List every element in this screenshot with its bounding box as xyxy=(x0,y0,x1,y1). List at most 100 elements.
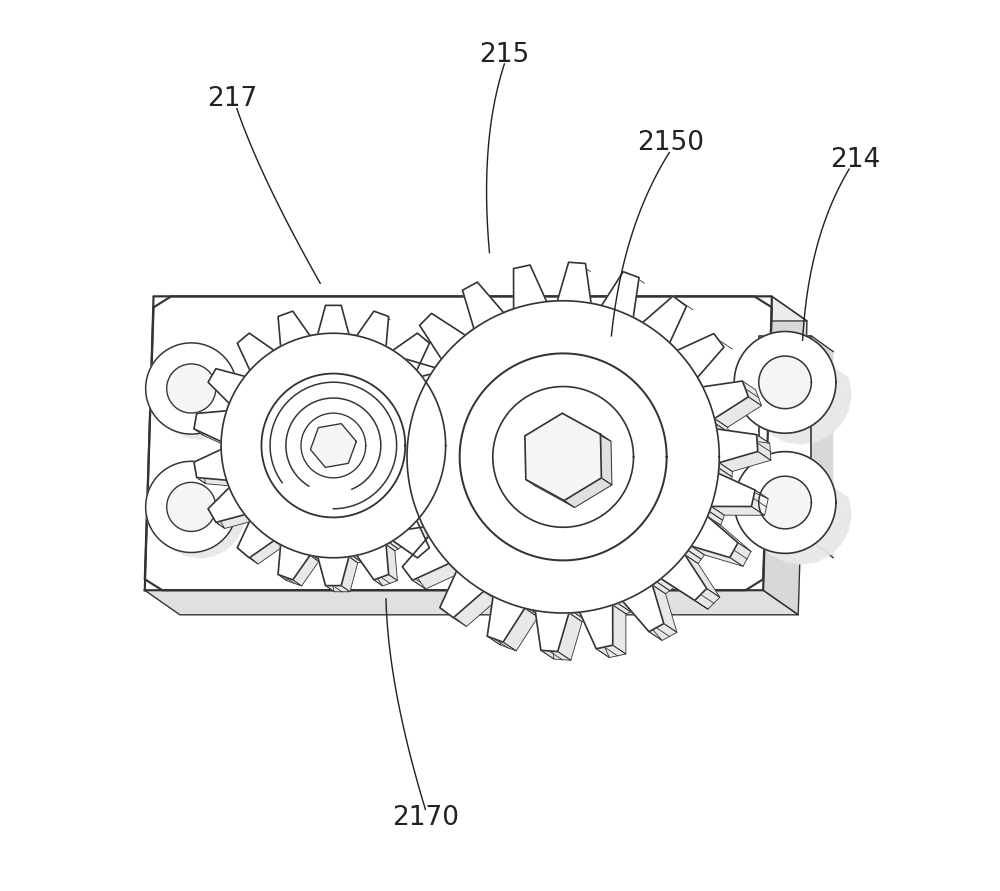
Polygon shape xyxy=(245,515,256,524)
Polygon shape xyxy=(261,373,405,518)
Polygon shape xyxy=(274,541,286,549)
Text: 215: 215 xyxy=(479,42,530,69)
Polygon shape xyxy=(657,578,674,591)
Polygon shape xyxy=(535,610,554,659)
Polygon shape xyxy=(751,490,768,515)
Polygon shape xyxy=(453,592,497,626)
Polygon shape xyxy=(652,582,670,593)
Polygon shape xyxy=(470,413,481,435)
Polygon shape xyxy=(386,543,398,551)
Polygon shape xyxy=(154,297,807,321)
Polygon shape xyxy=(833,382,852,410)
Polygon shape xyxy=(446,442,454,452)
Polygon shape xyxy=(652,585,677,633)
Polygon shape xyxy=(375,407,428,416)
Polygon shape xyxy=(293,555,319,586)
Polygon shape xyxy=(374,575,397,586)
Polygon shape xyxy=(574,612,593,621)
Polygon shape xyxy=(493,387,634,527)
Polygon shape xyxy=(714,419,729,432)
Polygon shape xyxy=(411,490,425,504)
Polygon shape xyxy=(734,331,836,433)
Polygon shape xyxy=(487,596,506,645)
Polygon shape xyxy=(177,432,200,440)
Polygon shape xyxy=(661,578,708,609)
Polygon shape xyxy=(826,519,849,544)
Polygon shape xyxy=(744,533,771,555)
Text: 217: 217 xyxy=(207,86,258,112)
Polygon shape xyxy=(154,415,173,431)
Polygon shape xyxy=(194,413,205,435)
Polygon shape xyxy=(419,515,431,524)
Polygon shape xyxy=(369,451,420,471)
Polygon shape xyxy=(488,594,506,605)
Polygon shape xyxy=(191,432,214,440)
Polygon shape xyxy=(216,515,254,528)
Polygon shape xyxy=(613,605,626,654)
Polygon shape xyxy=(417,548,438,564)
Polygon shape xyxy=(341,557,358,592)
Polygon shape xyxy=(811,336,833,558)
Polygon shape xyxy=(530,609,548,619)
Polygon shape xyxy=(649,624,677,641)
Polygon shape xyxy=(353,555,365,562)
Polygon shape xyxy=(437,484,448,494)
Text: 2170: 2170 xyxy=(392,805,459,831)
Polygon shape xyxy=(487,636,516,651)
Polygon shape xyxy=(785,430,817,445)
Polygon shape xyxy=(194,306,473,585)
Polygon shape xyxy=(412,563,462,589)
Polygon shape xyxy=(446,449,481,469)
Polygon shape xyxy=(446,429,481,447)
Polygon shape xyxy=(525,413,573,443)
Polygon shape xyxy=(769,430,801,445)
Polygon shape xyxy=(525,413,601,501)
Polygon shape xyxy=(235,374,246,395)
Polygon shape xyxy=(402,536,442,576)
Polygon shape xyxy=(569,613,587,622)
Polygon shape xyxy=(685,551,701,563)
Polygon shape xyxy=(235,507,246,527)
Polygon shape xyxy=(449,563,466,576)
Polygon shape xyxy=(623,601,662,641)
Polygon shape xyxy=(278,544,289,581)
Polygon shape xyxy=(318,557,334,592)
PathPatch shape xyxy=(145,297,772,590)
Polygon shape xyxy=(310,423,356,468)
Polygon shape xyxy=(357,555,383,586)
Polygon shape xyxy=(526,479,575,508)
Polygon shape xyxy=(451,509,467,528)
Polygon shape xyxy=(424,527,439,541)
Polygon shape xyxy=(744,413,771,435)
Polygon shape xyxy=(564,478,612,508)
Polygon shape xyxy=(440,411,479,420)
Polygon shape xyxy=(227,480,237,490)
Polygon shape xyxy=(460,354,667,560)
Polygon shape xyxy=(146,507,157,527)
Polygon shape xyxy=(235,493,246,513)
Polygon shape xyxy=(417,520,438,554)
Polygon shape xyxy=(730,543,751,567)
Polygon shape xyxy=(205,544,227,556)
Polygon shape xyxy=(580,612,609,658)
Polygon shape xyxy=(755,423,785,442)
Polygon shape xyxy=(407,440,421,454)
Polygon shape xyxy=(277,543,289,551)
Polygon shape xyxy=(426,532,442,545)
Polygon shape xyxy=(714,396,762,428)
Polygon shape xyxy=(833,366,852,394)
Polygon shape xyxy=(600,434,612,485)
Polygon shape xyxy=(145,297,772,590)
Polygon shape xyxy=(718,468,732,482)
Polygon shape xyxy=(197,478,235,486)
Polygon shape xyxy=(221,446,230,455)
Polygon shape xyxy=(437,487,467,515)
Polygon shape xyxy=(247,518,259,527)
Polygon shape xyxy=(218,534,237,550)
Polygon shape xyxy=(707,511,723,525)
Polygon shape xyxy=(167,364,216,413)
Polygon shape xyxy=(719,452,771,471)
Polygon shape xyxy=(235,388,246,409)
Polygon shape xyxy=(439,480,449,490)
Polygon shape xyxy=(369,462,383,488)
